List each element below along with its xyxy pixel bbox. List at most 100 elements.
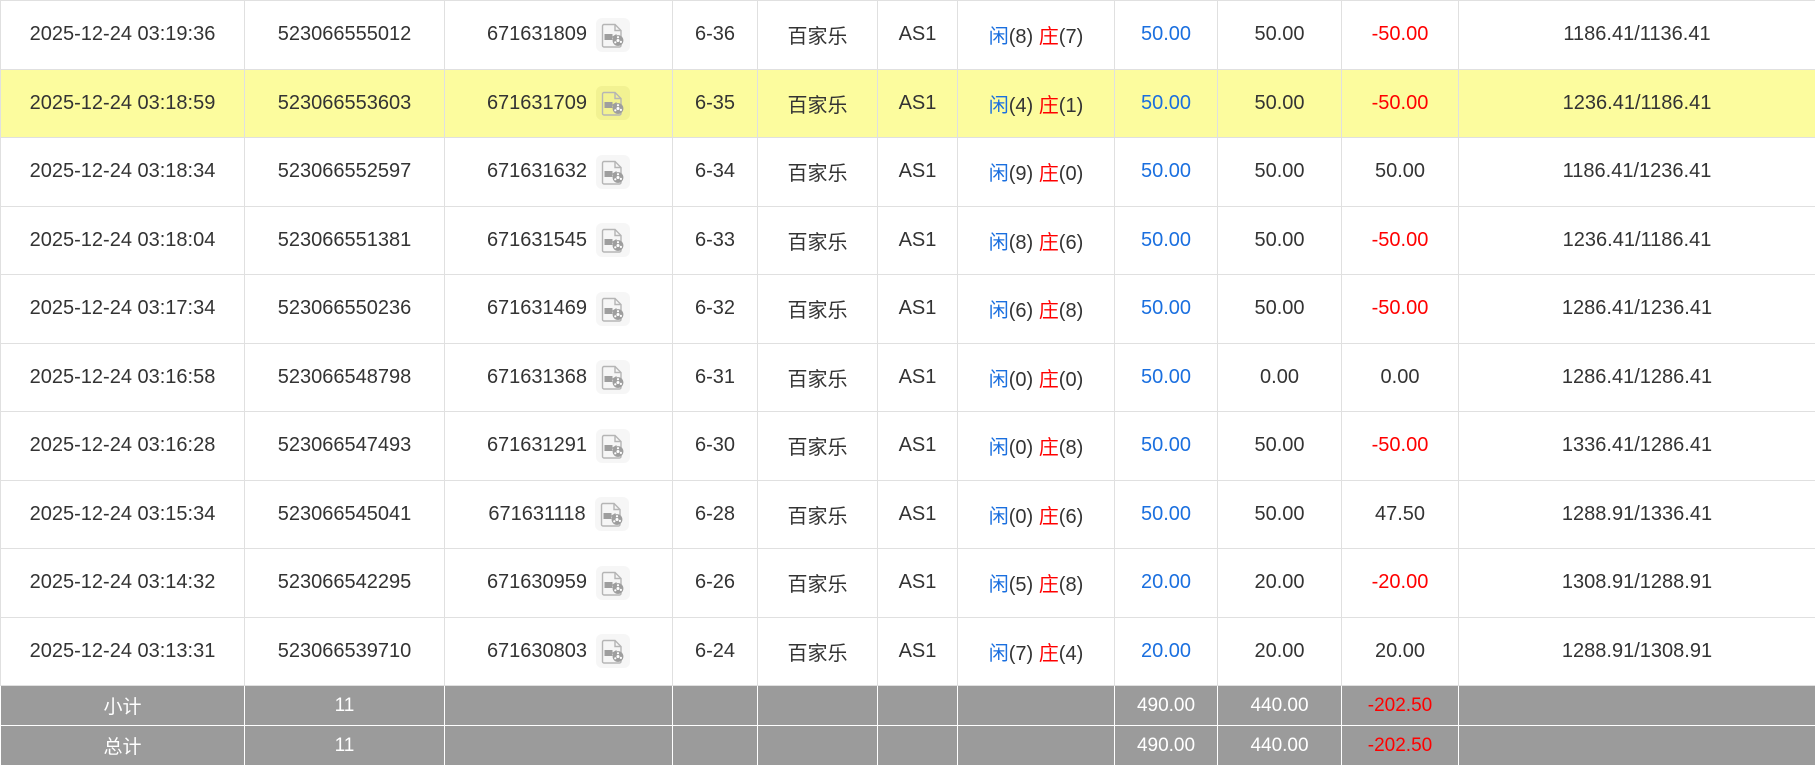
cell-balance: 1288.91/1308.91 — [1459, 617, 1815, 686]
cell-win-loss: 50.00 — [1342, 138, 1459, 207]
cell-bet-amount: 20.00 — [1115, 549, 1218, 618]
cell-result: 闲(0) 庄(8) — [958, 412, 1115, 481]
player-value: (0) — [1009, 506, 1033, 528]
cell-time: 2025-12-24 03:16:58 — [1, 343, 245, 412]
summary-bet-amount: 490.00 — [1115, 686, 1218, 726]
summary-valid-amount: 440.00 — [1218, 686, 1342, 726]
video-replay-icon[interactable] — [596, 429, 630, 463]
cell-round-id: 671630959 — [445, 549, 673, 618]
player-label: 闲 — [989, 506, 1009, 528]
player-label: 闲 — [989, 163, 1009, 185]
cell-bet-id: 523066547493 — [245, 412, 445, 481]
cell-venue: AS1 — [878, 480, 958, 549]
video-replay-icon[interactable] — [596, 86, 630, 120]
video-replay-icon[interactable] — [596, 634, 630, 668]
video-replay-icon[interactable] — [595, 497, 629, 531]
cell-result: 闲(8) 庄(6) — [958, 206, 1115, 275]
cell-bet-id: 523066542295 — [245, 549, 445, 618]
round-id-text: 671630959 — [487, 571, 587, 594]
player-label: 闲 — [989, 300, 1009, 322]
cell-venue: AS1 — [878, 549, 958, 618]
banker-label: 庄 — [1039, 95, 1059, 117]
cell-valid-amount: 20.00 — [1218, 617, 1342, 686]
cell-balance: 1336.41/1286.41 — [1459, 412, 1815, 481]
cell-table-no: 6-34 — [673, 138, 758, 207]
cell-round-id: 671631118 — [445, 480, 673, 549]
cell-valid-amount: 50.00 — [1218, 412, 1342, 481]
summary-blank-round — [445, 726, 673, 766]
round-id-text: 671631709 — [487, 92, 587, 115]
player-label: 闲 — [989, 369, 1009, 391]
cell-table-no: 6-32 — [673, 275, 758, 344]
cell-bet-amount: 50.00 — [1115, 1, 1218, 70]
cell-venue: AS1 — [878, 138, 958, 207]
cell-bet-id: 523066552597 — [245, 138, 445, 207]
cell-table-no: 6-24 — [673, 617, 758, 686]
cell-balance: 1186.41/1136.41 — [1459, 1, 1815, 70]
banker-value: (0) — [1059, 369, 1083, 391]
cell-game: 百家乐 — [758, 480, 878, 549]
cell-venue: AS1 — [878, 206, 958, 275]
cell-win-loss: -50.00 — [1342, 69, 1459, 138]
summary-blank-result — [958, 726, 1115, 766]
cell-game: 百家乐 — [758, 275, 878, 344]
cell-result: 闲(7) 庄(4) — [958, 617, 1115, 686]
cell-round-id: 671630803 — [445, 617, 673, 686]
banker-label: 庄 — [1039, 232, 1059, 254]
cell-bet-id: 523066545041 — [245, 480, 445, 549]
cell-bet-id: 523066550236 — [245, 275, 445, 344]
summary-valid-amount: 440.00 — [1218, 726, 1342, 766]
cell-valid-amount: 50.00 — [1218, 275, 1342, 344]
summary-blank-balance — [1459, 686, 1815, 726]
cell-result: 闲(8) 庄(7) — [958, 1, 1115, 70]
video-replay-icon[interactable] — [596, 155, 630, 189]
video-replay-icon[interactable] — [596, 292, 630, 326]
cell-result: 闲(0) 庄(0) — [958, 343, 1115, 412]
cell-round-id: 671631709 — [445, 69, 673, 138]
cell-game: 百家乐 — [758, 69, 878, 138]
video-replay-icon[interactable] — [596, 223, 630, 257]
cell-balance: 1236.41/1186.41 — [1459, 69, 1815, 138]
summary-count: 11 — [245, 686, 445, 726]
banker-value: (0) — [1059, 163, 1083, 185]
cell-time: 2025-12-24 03:18:04 — [1, 206, 245, 275]
cell-win-loss: -20.00 — [1342, 549, 1459, 618]
round-id-text: 671631809 — [487, 23, 587, 46]
banker-value: (6) — [1059, 232, 1083, 254]
video-replay-icon[interactable] — [596, 18, 630, 52]
cell-bet-id: 523066551381 — [245, 206, 445, 275]
cell-time: 2025-12-24 03:14:32 — [1, 549, 245, 618]
cell-valid-amount: 0.00 — [1218, 343, 1342, 412]
cell-valid-amount: 50.00 — [1218, 69, 1342, 138]
cell-valid-amount: 50.00 — [1218, 206, 1342, 275]
cell-win-loss: 0.00 — [1342, 343, 1459, 412]
cell-time: 2025-12-24 03:16:28 — [1, 412, 245, 481]
video-replay-icon[interactable] — [596, 360, 630, 394]
cell-venue: AS1 — [878, 1, 958, 70]
banker-value: (6) — [1059, 506, 1083, 528]
summary-label: 小计 — [1, 686, 245, 726]
summary-blank-table — [673, 726, 758, 766]
summary-count: 11 — [245, 726, 445, 766]
cell-valid-amount: 20.00 — [1218, 549, 1342, 618]
player-label: 闲 — [989, 232, 1009, 254]
cell-bet-amount: 50.00 — [1115, 275, 1218, 344]
cell-round-id: 671631368 — [445, 343, 673, 412]
cell-round-id: 671631469 — [445, 275, 673, 344]
banker-label: 庄 — [1039, 369, 1059, 391]
video-replay-icon[interactable] — [596, 566, 630, 600]
summary-bet-amount: 490.00 — [1115, 726, 1218, 766]
cell-bet-amount: 20.00 — [1115, 617, 1218, 686]
